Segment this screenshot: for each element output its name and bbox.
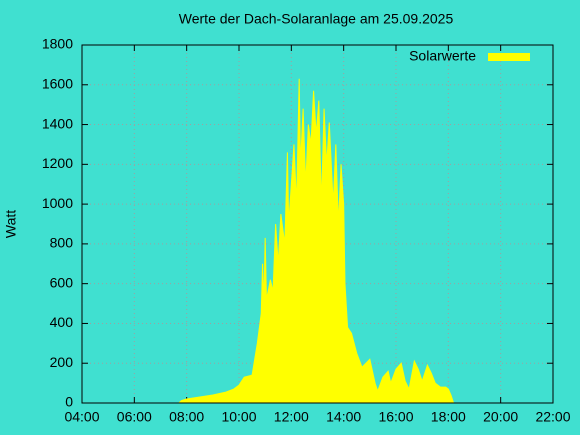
x-tick-label: 06:00 (117, 409, 152, 425)
legend-swatch (488, 53, 530, 61)
y-tick-label: 1800 (42, 36, 73, 52)
y-tick-label: 200 (50, 354, 74, 370)
y-tick-label: 400 (50, 314, 74, 330)
y-tick-label: 1400 (42, 115, 73, 131)
x-tick-label: 04:00 (64, 409, 99, 425)
x-tick-label: 16:00 (378, 409, 413, 425)
x-tick-label: 18:00 (431, 409, 466, 425)
y-tick-label: 800 (50, 235, 74, 251)
chart-title: Werte der Dach-Solaranlage am 25.09.2025 (179, 11, 454, 27)
y-tick-label: 1600 (42, 75, 73, 91)
x-tick-label: 20:00 (483, 409, 518, 425)
x-tick-label: 08:00 (169, 409, 204, 425)
y-tick-label: 0 (65, 394, 73, 410)
x-tick-label: 14:00 (326, 409, 361, 425)
area (177, 78, 455, 404)
x-tick-label: 22:00 (535, 409, 570, 425)
y-tick-label: 600 (50, 274, 74, 290)
y-tick-label: 1200 (42, 155, 73, 171)
x-tick-label: 10:00 (221, 409, 256, 425)
plot-frame (81, 44, 554, 404)
x-tick-label: 12:00 (274, 409, 309, 425)
legend-label: Solarwerte (409, 48, 476, 64)
y-tick-label: 1000 (42, 195, 73, 211)
y-axis-label: Watt (3, 210, 19, 238)
